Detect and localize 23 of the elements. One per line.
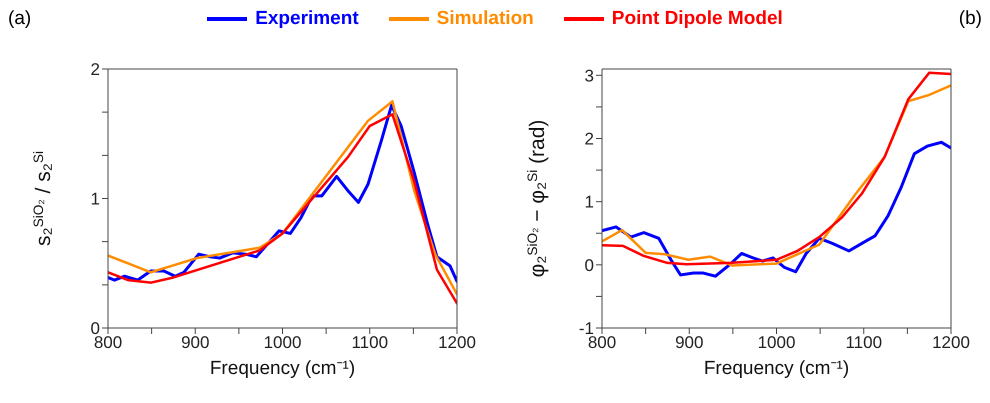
x-tick-label: 800 xyxy=(94,333,122,352)
y-tick-label: 0 xyxy=(584,256,594,275)
y-tick-label: 2 xyxy=(584,130,594,149)
x-tick-label: 1100 xyxy=(845,333,882,352)
legend-label: Simulation xyxy=(436,8,534,30)
x-tick-label: 900 xyxy=(181,333,210,352)
x-axis-title: Frequency (cm⁻¹) xyxy=(704,358,850,379)
chart-title: (a) xyxy=(8,8,32,30)
x-tick-label: 1000 xyxy=(264,333,302,352)
x-tick-label: 900 xyxy=(675,333,704,352)
x-tick-label: 1000 xyxy=(758,333,796,352)
x-tick-label: 800 xyxy=(588,333,616,352)
x-tick-label: 1200 xyxy=(932,333,970,352)
x-tick-label: 1100 xyxy=(351,333,388,352)
chart-title: (b) xyxy=(958,8,982,30)
y-tick-label: 2 xyxy=(90,60,100,80)
legend-label: Experiment xyxy=(255,8,359,30)
legend-label: Point Dipole Model xyxy=(612,8,783,30)
y-tick-label: 3 xyxy=(584,66,594,86)
y-tick-label: 1 xyxy=(584,192,594,212)
y-tick-label: 1 xyxy=(90,190,100,209)
x-tick-label: 1200 xyxy=(438,333,476,352)
x-axis-title: Frequency (cm⁻¹) xyxy=(210,358,356,379)
